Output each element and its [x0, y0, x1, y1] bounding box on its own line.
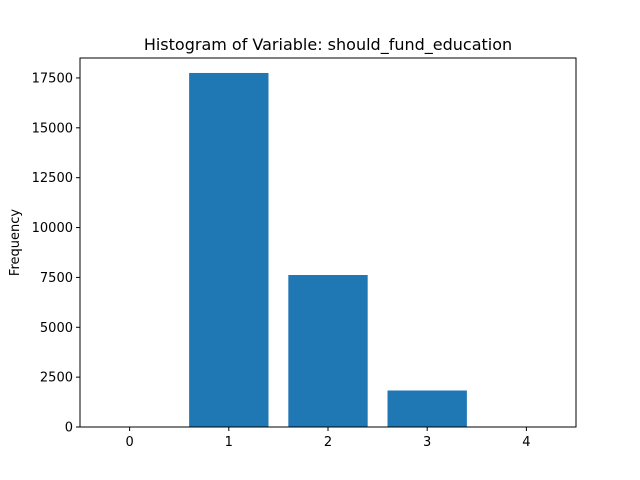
x-tick-label: 0 [125, 435, 133, 450]
y-tick-label: 5000 [40, 321, 73, 336]
y-tick-label: 0 [65, 421, 73, 436]
x-tick-label: 1 [225, 435, 233, 450]
x-tick-label: 2 [324, 435, 332, 450]
y-tick-label: 7500 [40, 271, 73, 286]
bar-2 [288, 275, 368, 427]
chart-title: Histogram of Variable: should_fund_educa… [144, 35, 512, 55]
y-axis-label: Frequency [8, 209, 23, 276]
bar-1 [189, 72, 269, 427]
bars-group [189, 72, 467, 427]
bar-3 [387, 390, 467, 427]
x-tick-label: 4 [522, 435, 530, 450]
x-tick-label: 3 [423, 435, 431, 450]
y-tick-label: 2500 [40, 371, 73, 386]
y-axis-ticks: 0 2500 5000 7500 10000 12500 15000 17500 [32, 71, 80, 436]
plot-area-frame [79, 57, 577, 428]
y-tick-label: 10000 [32, 221, 73, 236]
y-tick-label: 17500 [32, 71, 73, 86]
y-tick-label: 15000 [32, 121, 73, 136]
x-axis-ticks: 0 1 2 3 4 [125, 427, 531, 450]
y-tick-label: 12500 [32, 171, 73, 186]
